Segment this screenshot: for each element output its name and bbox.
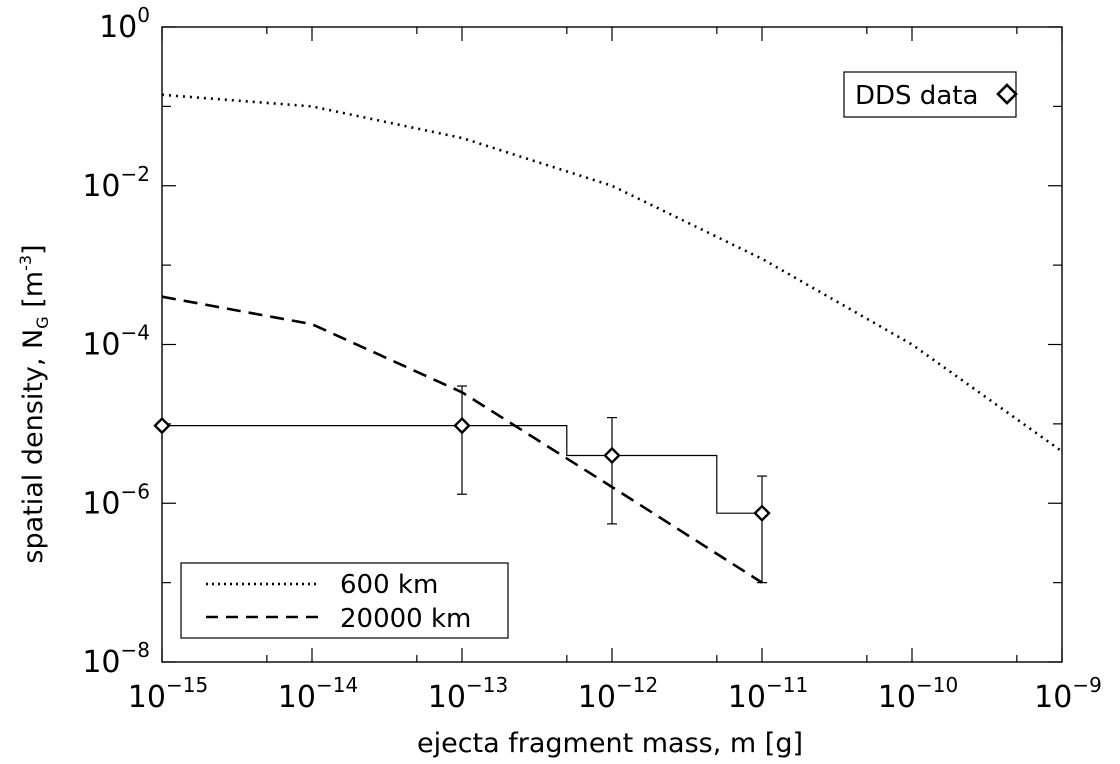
dds-data-point	[603, 446, 621, 465]
legend-lines: 600 km 20000 km	[180, 562, 509, 639]
y-axis-label-unit-exp: -3	[16, 255, 35, 271]
legend-points-box	[843, 71, 1017, 118]
x-tick-label-exponent: −14	[316, 673, 358, 697]
x-tick-label-exponent: −9	[1072, 673, 1101, 697]
dds-data-point	[753, 504, 771, 522]
x-tick-label-base: 10	[278, 680, 316, 715]
y-tick-label-base: 10	[99, 10, 137, 45]
y-axis-label-sub: G	[33, 316, 52, 328]
x-tick-label-base: 10	[128, 680, 166, 715]
dds-data-point	[453, 416, 471, 435]
y-tick-label: 10−6	[82, 479, 150, 521]
dds-data-layer	[153, 385, 771, 584]
y-tick-label-base: 10	[82, 328, 120, 363]
y-tick-label: 100	[99, 3, 150, 45]
y-tick-label-base: 10	[82, 645, 120, 680]
legend-label-20000km: 20000 km	[340, 604, 471, 634]
x-tick-label: 10−11	[728, 673, 808, 715]
y-tick-label: 10−8	[82, 638, 150, 680]
x-tick-label: 10−14	[278, 673, 358, 715]
x-axis-label: ejecta fragment mass, m [g]	[417, 728, 803, 759]
dds-histogram	[162, 425, 762, 514]
y-tick-label-exponent: −2	[121, 162, 150, 186]
y-axis-label-main: spatial density, N	[18, 329, 49, 564]
x-tick-label-base: 10	[878, 680, 916, 715]
x-tick-label-base: 10	[728, 680, 766, 715]
legend-points: DDS data	[843, 71, 1018, 118]
y-tick-label-exponent: 0	[137, 3, 150, 27]
y-axis-label-unit: [m	[18, 271, 49, 316]
legend-lines-box	[180, 562, 509, 639]
series-line-600-km	[161, 93, 1063, 453]
x-tick-label: 10−12	[578, 673, 658, 715]
x-tick-label: 10−13	[428, 673, 508, 715]
x-tick-label-base: 10	[578, 680, 616, 715]
dds-data-point	[153, 416, 171, 435]
legend-label-dds-data: DDS data	[855, 81, 978, 111]
y-tick-label-exponent: −8	[121, 638, 150, 662]
y-tick-label-base: 10	[82, 169, 120, 204]
x-tick-label-base: 10	[428, 680, 466, 715]
x-tick-label-base: 10	[1034, 680, 1072, 715]
y-axis-label: spatial density, NG [m-3]	[16, 244, 52, 563]
x-tick-label: 10−15	[128, 673, 208, 715]
x-tick-label-exponent: −15	[166, 673, 208, 697]
legend-diamond-marker	[996, 83, 1018, 105]
x-tick-label-exponent: −11	[766, 673, 808, 697]
x-axis-ticks: 10−15 10−14 10−13 10−12 10−11 10−10 10−9	[128, 27, 1102, 715]
y-tick-label: 10−2	[82, 162, 150, 204]
y-tick-label-base: 10	[82, 486, 120, 521]
x-tick-label: 10−9	[1034, 673, 1102, 715]
x-tick-label: 10−10	[878, 673, 958, 715]
x-tick-label-exponent: −13	[466, 673, 508, 697]
y-tick-label: 10−4	[82, 321, 150, 363]
x-tick-label-exponent: −10	[916, 673, 958, 697]
y-axis-label-close: ]	[18, 244, 49, 255]
y-tick-label-exponent: −6	[121, 479, 150, 503]
y-tick-label-exponent: −4	[121, 321, 150, 345]
legend-label-600km: 600 km	[340, 570, 438, 600]
x-tick-label-exponent: −12	[616, 673, 658, 697]
